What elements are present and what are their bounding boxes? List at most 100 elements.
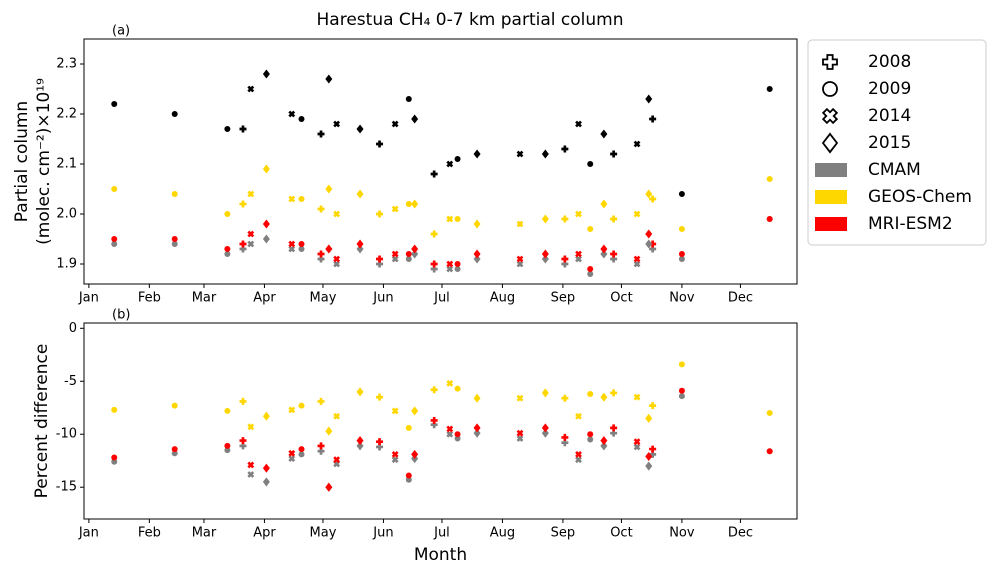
- data-point: [317, 205, 325, 213]
- data-point: [171, 402, 178, 409]
- y-tick-label: 1.9: [56, 257, 77, 272]
- data-point: [766, 86, 773, 92]
- data-point: [262, 69, 270, 79]
- x-tick-label: Aug: [490, 291, 515, 306]
- data-point: [411, 249, 419, 259]
- data-point: [411, 199, 419, 209]
- x-tick-label: Mar: [192, 291, 217, 306]
- data-point: [247, 85, 255, 93]
- data-point: [298, 402, 305, 409]
- data-point: [356, 441, 364, 451]
- data-point: [446, 215, 454, 223]
- data-point: [224, 447, 231, 454]
- data-point: [678, 387, 685, 394]
- data-point: [600, 249, 608, 259]
- x-tick-label: Feb: [138, 526, 161, 541]
- data-point: [391, 255, 399, 263]
- data-point: [766, 216, 773, 222]
- data-point: [317, 250, 325, 258]
- data-point: [239, 125, 247, 133]
- data-point: [575, 120, 582, 128]
- data-point: [446, 160, 454, 168]
- data-point: [376, 260, 384, 268]
- data-point: [247, 190, 255, 198]
- data-point: [171, 446, 178, 453]
- data-point: [411, 406, 419, 416]
- data-point: [376, 255, 384, 263]
- data-point: [239, 442, 247, 450]
- data-point: [391, 120, 399, 128]
- data-point: [111, 241, 118, 247]
- legend-frame: [807, 39, 987, 246]
- data-point: [430, 230, 438, 238]
- data-point: [645, 229, 653, 239]
- legend-marker: [821, 107, 839, 125]
- data-point: [391, 407, 399, 415]
- chart-title: Harestua CH₄ 0-7 km partial column: [317, 10, 624, 30]
- data-point: [298, 446, 305, 453]
- data-point: [262, 219, 270, 229]
- data-point: [587, 161, 594, 167]
- data-point: [111, 186, 118, 192]
- data-point: [376, 393, 384, 401]
- data-point: [224, 251, 231, 257]
- legend-label: 2015: [868, 133, 911, 153]
- data-point: [610, 429, 618, 437]
- x-tick-label: Jan: [78, 526, 99, 541]
- data-point: [587, 431, 594, 438]
- data-point: [405, 251, 412, 257]
- x-tick-label: Aug: [490, 526, 515, 541]
- data-point: [288, 195, 296, 203]
- data-point: [111, 406, 118, 413]
- data-point: [633, 260, 641, 268]
- data-point: [171, 236, 178, 243]
- data-point: [356, 387, 364, 397]
- data-point: [333, 456, 341, 464]
- data-point: [262, 411, 270, 421]
- data-point: [561, 260, 569, 268]
- data-point: [430, 386, 438, 394]
- data-point: [645, 413, 653, 423]
- data-point: [454, 385, 461, 392]
- data-point: [333, 260, 341, 268]
- data-point: [333, 255, 341, 263]
- legend-swatch: [815, 190, 847, 204]
- data-point: [262, 477, 270, 487]
- data-point: [247, 471, 255, 478]
- data-point: [333, 120, 341, 128]
- data-point: [430, 170, 438, 178]
- data-point: [575, 456, 582, 464]
- data-point: [376, 438, 384, 446]
- data-point: [649, 245, 657, 253]
- data-point: [430, 265, 438, 273]
- x-tick-label: Oct: [610, 526, 632, 541]
- data-point: [247, 461, 255, 469]
- data-point: [171, 241, 178, 247]
- data-point: [678, 226, 685, 232]
- data-point: [376, 210, 384, 218]
- data-point: [446, 260, 454, 268]
- data-point: [633, 443, 641, 451]
- data-point: [224, 126, 231, 132]
- data-point: [262, 164, 270, 174]
- data-point: [239, 200, 247, 208]
- data-point: [333, 210, 341, 218]
- data-point: [575, 450, 582, 458]
- data-point: [391, 456, 399, 464]
- data-point: [645, 461, 653, 471]
- data-point: [405, 476, 412, 483]
- data-point: [405, 424, 412, 431]
- data-point: [411, 449, 419, 459]
- data-point: [454, 216, 461, 222]
- y-tick-label: -10: [56, 427, 77, 442]
- data-point: [766, 448, 773, 455]
- data-point: [247, 230, 255, 238]
- data-point: [224, 211, 231, 217]
- data-point: [587, 271, 594, 277]
- data-point: [325, 244, 333, 254]
- data-point: [446, 430, 454, 438]
- data-point: [171, 450, 178, 457]
- data-point: [473, 219, 481, 229]
- data-point: [575, 255, 582, 263]
- data-point: [239, 437, 247, 445]
